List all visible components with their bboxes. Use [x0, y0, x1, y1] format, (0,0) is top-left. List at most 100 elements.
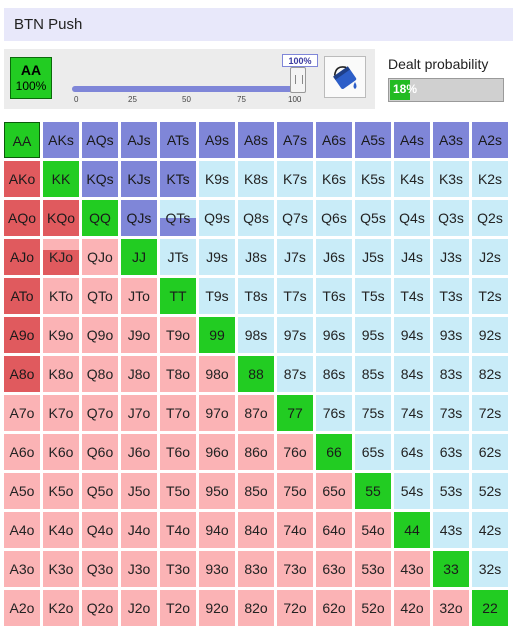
hand-cell-J5o[interactable]: J5o — [121, 473, 157, 509]
hand-cell-J8s[interactable]: J8s — [238, 239, 274, 275]
hand-cell-J7s[interactable]: J7s — [277, 239, 313, 275]
hand-cell-AKs[interactable]: AKs — [43, 122, 79, 158]
hand-cell-76s[interactable]: 76s — [316, 395, 352, 431]
hand-cell-32o[interactable]: 32o — [433, 590, 469, 626]
hand-cell-42s[interactable]: 42s — [472, 512, 508, 548]
hand-cell-75s[interactable]: 75s — [355, 395, 391, 431]
hand-cell-97s[interactable]: 97s — [277, 317, 313, 353]
hand-cell-K6o[interactable]: K6o — [43, 434, 79, 470]
hand-cell-JTo[interactable]: JTo — [121, 278, 157, 314]
hand-cell-87s[interactable]: 87s — [277, 356, 313, 392]
hand-cell-94s[interactable]: 94s — [394, 317, 430, 353]
hand-cell-K4s[interactable]: K4s — [394, 161, 430, 197]
hand-cell-T9o[interactable]: T9o — [160, 317, 196, 353]
hand-cell-KTo[interactable]: KTo — [43, 278, 79, 314]
hand-cell-T8s[interactable]: T8s — [238, 278, 274, 314]
hand-cell-86s[interactable]: 86s — [316, 356, 352, 392]
hand-cell-AQs[interactable]: AQs — [82, 122, 118, 158]
hand-cell-QTs[interactable]: QTs — [160, 200, 196, 236]
hand-cell-KJo[interactable]: KJo — [43, 239, 79, 275]
hand-cell-95s[interactable]: 95s — [355, 317, 391, 353]
hand-cell-Q3s[interactable]: Q3s — [433, 200, 469, 236]
hand-cell-65s[interactable]: 65s — [355, 434, 391, 470]
hand-cell-86o[interactable]: 86o — [238, 434, 274, 470]
hand-cell-K7s[interactable]: K7s — [277, 161, 313, 197]
hand-cell-43s[interactable]: 43s — [433, 512, 469, 548]
hand-cell-T2s[interactable]: T2s — [472, 278, 508, 314]
hand-cell-A5o[interactable]: A5o — [4, 473, 40, 509]
hand-cell-K9o[interactable]: K9o — [43, 317, 79, 353]
hand-cell-T8o[interactable]: T8o — [160, 356, 196, 392]
hand-cell-T3s[interactable]: T3s — [433, 278, 469, 314]
hand-cell-84o[interactable]: 84o — [238, 512, 274, 548]
hand-cell-J6o[interactable]: J6o — [121, 434, 157, 470]
hand-cell-97o[interactable]: 97o — [199, 395, 235, 431]
hand-cell-ATs[interactable]: ATs — [160, 122, 196, 158]
hand-cell-A5s[interactable]: A5s — [355, 122, 391, 158]
hand-cell-Q6s[interactable]: Q6s — [316, 200, 352, 236]
hand-cell-93o[interactable]: 93o — [199, 551, 235, 587]
hand-cell-J4o[interactable]: J4o — [121, 512, 157, 548]
hand-cell-J6s[interactable]: J6s — [316, 239, 352, 275]
hand-cell-AA[interactable]: AA — [4, 122, 40, 158]
hand-cell-KJs[interactable]: KJs — [121, 161, 157, 197]
hand-cell-55[interactable]: 55 — [355, 473, 391, 509]
hand-cell-Q2s[interactable]: Q2s — [472, 200, 508, 236]
hand-cell-Q4s[interactable]: Q4s — [394, 200, 430, 236]
hand-cell-65o[interactable]: 65o — [316, 473, 352, 509]
hand-cell-96s[interactable]: 96s — [316, 317, 352, 353]
hand-cell-44[interactable]: 44 — [394, 512, 430, 548]
hand-cell-73o[interactable]: 73o — [277, 551, 313, 587]
hand-cell-JJ[interactable]: JJ — [121, 239, 157, 275]
hand-cell-72s[interactable]: 72s — [472, 395, 508, 431]
hand-cell-A3o[interactable]: A3o — [4, 551, 40, 587]
hand-cell-T5o[interactable]: T5o — [160, 473, 196, 509]
hand-cell-53s[interactable]: 53s — [433, 473, 469, 509]
hand-cell-J2o[interactable]: J2o — [121, 590, 157, 626]
hand-cell-76o[interactable]: 76o — [277, 434, 313, 470]
hand-cell-K6s[interactable]: K6s — [316, 161, 352, 197]
hand-cell-T6s[interactable]: T6s — [316, 278, 352, 314]
hand-cell-A6o[interactable]: A6o — [4, 434, 40, 470]
hand-cell-KQs[interactable]: KQs — [82, 161, 118, 197]
hand-cell-Q9o[interactable]: Q9o — [82, 317, 118, 353]
hand-cell-K2o[interactable]: K2o — [43, 590, 79, 626]
hand-cell-66[interactable]: 66 — [316, 434, 352, 470]
hand-cell-A7o[interactable]: A7o — [4, 395, 40, 431]
hand-cell-32s[interactable]: 32s — [472, 551, 508, 587]
hand-cell-JTs[interactable]: JTs — [160, 239, 196, 275]
hand-cell-98s[interactable]: 98s — [238, 317, 274, 353]
hand-cell-62o[interactable]: 62o — [316, 590, 352, 626]
hand-cell-T4o[interactable]: T4o — [160, 512, 196, 548]
hand-cell-K3o[interactable]: K3o — [43, 551, 79, 587]
hand-cell-88[interactable]: 88 — [238, 356, 274, 392]
hand-cell-AJs[interactable]: AJs — [121, 122, 157, 158]
hand-cell-J3s[interactable]: J3s — [433, 239, 469, 275]
hand-cell-A2s[interactable]: A2s — [472, 122, 508, 158]
hand-cell-T7o[interactable]: T7o — [160, 395, 196, 431]
hand-cell-Q2o[interactable]: Q2o — [82, 590, 118, 626]
hand-cell-QJo[interactable]: QJo — [82, 239, 118, 275]
hand-cell-J9s[interactable]: J9s — [199, 239, 235, 275]
hand-cell-A9s[interactable]: A9s — [199, 122, 235, 158]
hand-cell-AJo[interactable]: AJo — [4, 239, 40, 275]
hand-cell-43o[interactable]: 43o — [394, 551, 430, 587]
hand-cell-99[interactable]: 99 — [199, 317, 235, 353]
frequency-slider-track[interactable] — [72, 86, 300, 92]
hand-cell-T5s[interactable]: T5s — [355, 278, 391, 314]
hand-cell-QTo[interactable]: QTo — [82, 278, 118, 314]
hand-cell-Q7o[interactable]: Q7o — [82, 395, 118, 431]
hand-cell-T2o[interactable]: T2o — [160, 590, 196, 626]
selected-hand-badge[interactable]: AA 100% — [10, 57, 52, 99]
hand-cell-Q8o[interactable]: Q8o — [82, 356, 118, 392]
hand-cell-K4o[interactable]: K4o — [43, 512, 79, 548]
hand-cell-62s[interactable]: 62s — [472, 434, 508, 470]
hand-cell-A2o[interactable]: A2o — [4, 590, 40, 626]
hand-cell-QJs[interactable]: QJs — [121, 200, 157, 236]
hand-cell-63s[interactable]: 63s — [433, 434, 469, 470]
hand-cell-AKo[interactable]: AKo — [4, 161, 40, 197]
hand-cell-TT[interactable]: TT — [160, 278, 196, 314]
hand-cell-K3s[interactable]: K3s — [433, 161, 469, 197]
hand-cell-ATo[interactable]: ATo — [4, 278, 40, 314]
hand-cell-J7o[interactable]: J7o — [121, 395, 157, 431]
